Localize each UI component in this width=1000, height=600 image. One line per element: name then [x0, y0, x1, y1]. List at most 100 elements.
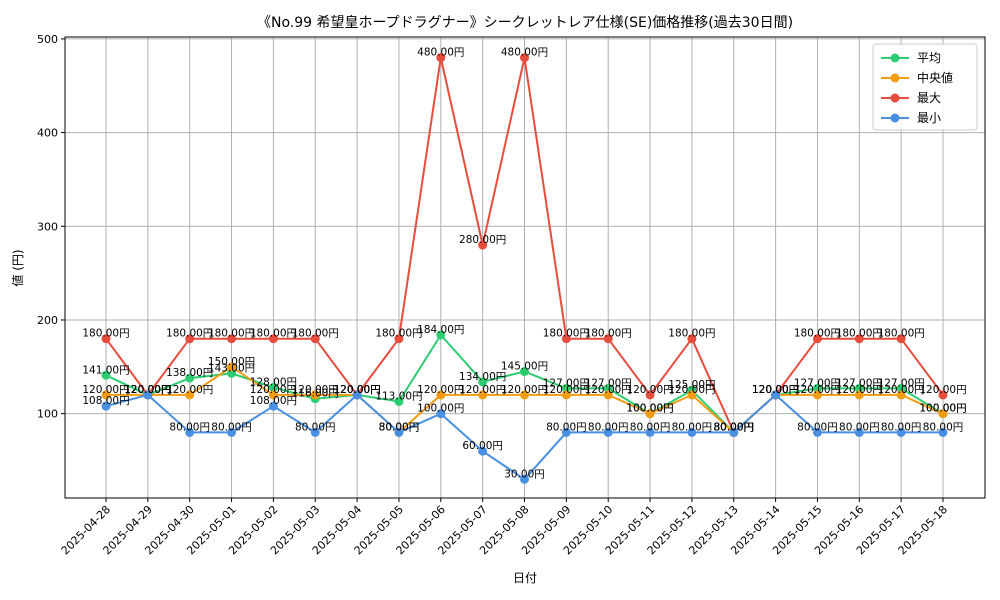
data-label: 100.00円: [626, 403, 673, 415]
data-label: 134.00円: [459, 371, 506, 383]
legend-swatch-marker: [890, 93, 900, 103]
data-label: 180.00円: [166, 328, 213, 340]
data-label: 120.00円: [836, 384, 883, 396]
data-label: 180.00円: [250, 328, 297, 340]
data-label: 80.00円: [630, 421, 671, 433]
data-label: 120.00円: [668, 384, 715, 396]
data-point: [268, 334, 278, 344]
data-point: [645, 409, 655, 419]
data-label: 80.00円: [713, 421, 754, 433]
data-point: [938, 427, 948, 437]
data-label: 120.00円: [417, 384, 464, 396]
legend-swatch-marker: [890, 53, 900, 63]
data-label: 120.00円: [333, 384, 380, 396]
data-point: [227, 427, 237, 437]
data-label: 80.00円: [713, 421, 754, 433]
data-label: 120.00円: [752, 384, 799, 396]
data-label: 180.00円: [543, 328, 590, 340]
data-point: [436, 409, 446, 419]
data-label: 60.00円: [462, 440, 503, 452]
legend-item: 中央値: [881, 70, 953, 85]
data-point: [854, 427, 864, 437]
x-axis: 2025-04-282025-04-292025-04-302025-05-01…: [59, 498, 950, 557]
data-point: [561, 334, 571, 344]
data-point: [687, 334, 697, 344]
data-point: [436, 390, 446, 400]
legend-box: [872, 43, 978, 131]
data-label: 120.00円: [878, 384, 925, 396]
data-label: 127.00円: [543, 377, 590, 389]
data-point: [520, 390, 529, 400]
data-point: [561, 390, 571, 400]
data-label: 120.00円: [292, 384, 339, 396]
data-point: [938, 390, 948, 400]
data-point: [185, 427, 195, 437]
data-point: [227, 362, 237, 372]
data-label: 80.00円: [713, 421, 754, 433]
data-label: 120.00円: [794, 384, 841, 396]
data-point: [394, 427, 404, 437]
data-point: [101, 370, 111, 380]
series-中央値: [101, 362, 948, 437]
data-label: 120.00円: [626, 384, 673, 396]
data-point: [561, 427, 571, 437]
data-label: 80.00円: [211, 421, 252, 433]
data-label: 180.00円: [585, 328, 632, 340]
data-label: 120.00円: [543, 384, 590, 396]
y-tick-label: 200: [37, 314, 58, 327]
data-point: [854, 383, 864, 393]
legend-item: 平均: [881, 51, 941, 65]
legend-item: 最大: [881, 91, 941, 105]
data-point: [310, 390, 320, 400]
data-label: 120.00円: [333, 384, 380, 396]
data-point: [478, 377, 488, 387]
data-point: [603, 334, 613, 344]
data-point: [520, 474, 529, 484]
data-label: 180.00円: [794, 328, 841, 340]
data-label: 128.00円: [250, 376, 297, 388]
data-label: 80.00円: [379, 421, 420, 433]
data-point: [729, 427, 739, 437]
data-label: 480.00円: [501, 47, 548, 59]
data-label: 113.00円: [375, 390, 422, 402]
data-point: [645, 390, 655, 400]
data-label: 80.00円: [881, 421, 922, 433]
data-point: [352, 390, 362, 400]
data-label: 280.00円: [459, 234, 506, 246]
data-label: 150.00円: [208, 356, 255, 368]
data-label: 180.00円: [668, 328, 715, 340]
data-point: [603, 427, 613, 437]
data-label: 120.00円: [752, 384, 799, 396]
data-point: [520, 53, 529, 63]
data-label: 145.00円: [501, 361, 548, 373]
data-point: [603, 383, 613, 393]
legend-label: 中央値: [917, 70, 953, 85]
data-point: [185, 373, 195, 383]
data-point: [268, 401, 278, 411]
data-point: [938, 409, 948, 419]
data-point: [436, 330, 446, 340]
data-label: 180.00円: [208, 328, 255, 340]
data-label: 80.00円: [713, 421, 754, 433]
data-label: 138.00円: [166, 367, 213, 379]
data-point: [896, 334, 906, 344]
data-point: [101, 390, 111, 400]
data-point: [561, 383, 571, 393]
legend-swatch-marker: [890, 73, 900, 83]
data-label: 120.00円: [501, 384, 548, 396]
data-point: [478, 240, 488, 250]
data-point: [603, 390, 613, 400]
data-label: 127.00円: [878, 377, 925, 389]
data-label: 120.00円: [166, 384, 213, 396]
data-point: [896, 383, 906, 393]
data-label: 30.00円: [504, 468, 545, 480]
data-point: [771, 390, 781, 400]
data-label: 180.00円: [375, 328, 422, 340]
data-label: 125.00円: [668, 379, 715, 391]
data-label: 100.00円: [919, 403, 966, 415]
data-label: 120.00円: [333, 384, 380, 396]
data-label: 80.00円: [839, 421, 880, 433]
data-label: 184.00円: [417, 324, 464, 336]
data-label: 120.00円: [919, 384, 966, 396]
